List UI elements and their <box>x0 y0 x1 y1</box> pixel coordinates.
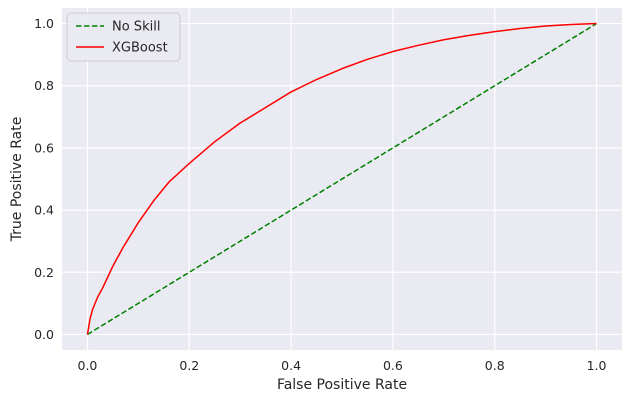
y-axis-label: True Positive Rate <box>9 117 25 243</box>
series-line-no-skill <box>87 22 597 336</box>
legend-label-no-skill: No Skill <box>112 20 160 35</box>
x-tick-label: 0.2 <box>179 358 199 373</box>
legend: No Skill XGBoost <box>66 12 181 62</box>
legend-label-xgboost: XGBoost <box>112 41 168 56</box>
x-tick-label: 1.0 <box>587 358 607 373</box>
tick-layer: 0.0 0.2 0.4 0.6 0.8 1.0 0.0 0.2 0.4 0.6 0.8 1.0 <box>34 16 606 373</box>
x-axis-label: False Positive Rate <box>277 377 407 393</box>
series-layer <box>86 22 597 336</box>
y-tick-label: 0.4 <box>34 203 54 218</box>
x-tick-label: 0.0 <box>78 358 98 373</box>
y-tick-label: 1.0 <box>34 16 54 31</box>
y-tick-label: 0.0 <box>34 327 54 342</box>
y-tick-label: 0.6 <box>34 140 54 155</box>
grid-layer <box>62 8 622 350</box>
x-tick-label: 0.8 <box>485 358 505 373</box>
y-tick-label: 0.2 <box>34 265 54 280</box>
x-tick-label: 0.6 <box>383 358 403 373</box>
y-tick-label: 0.8 <box>34 78 54 93</box>
series-line-xgboost <box>86 22 597 335</box>
x-tick-label: 0.4 <box>281 358 301 373</box>
legend-box <box>66 12 181 62</box>
